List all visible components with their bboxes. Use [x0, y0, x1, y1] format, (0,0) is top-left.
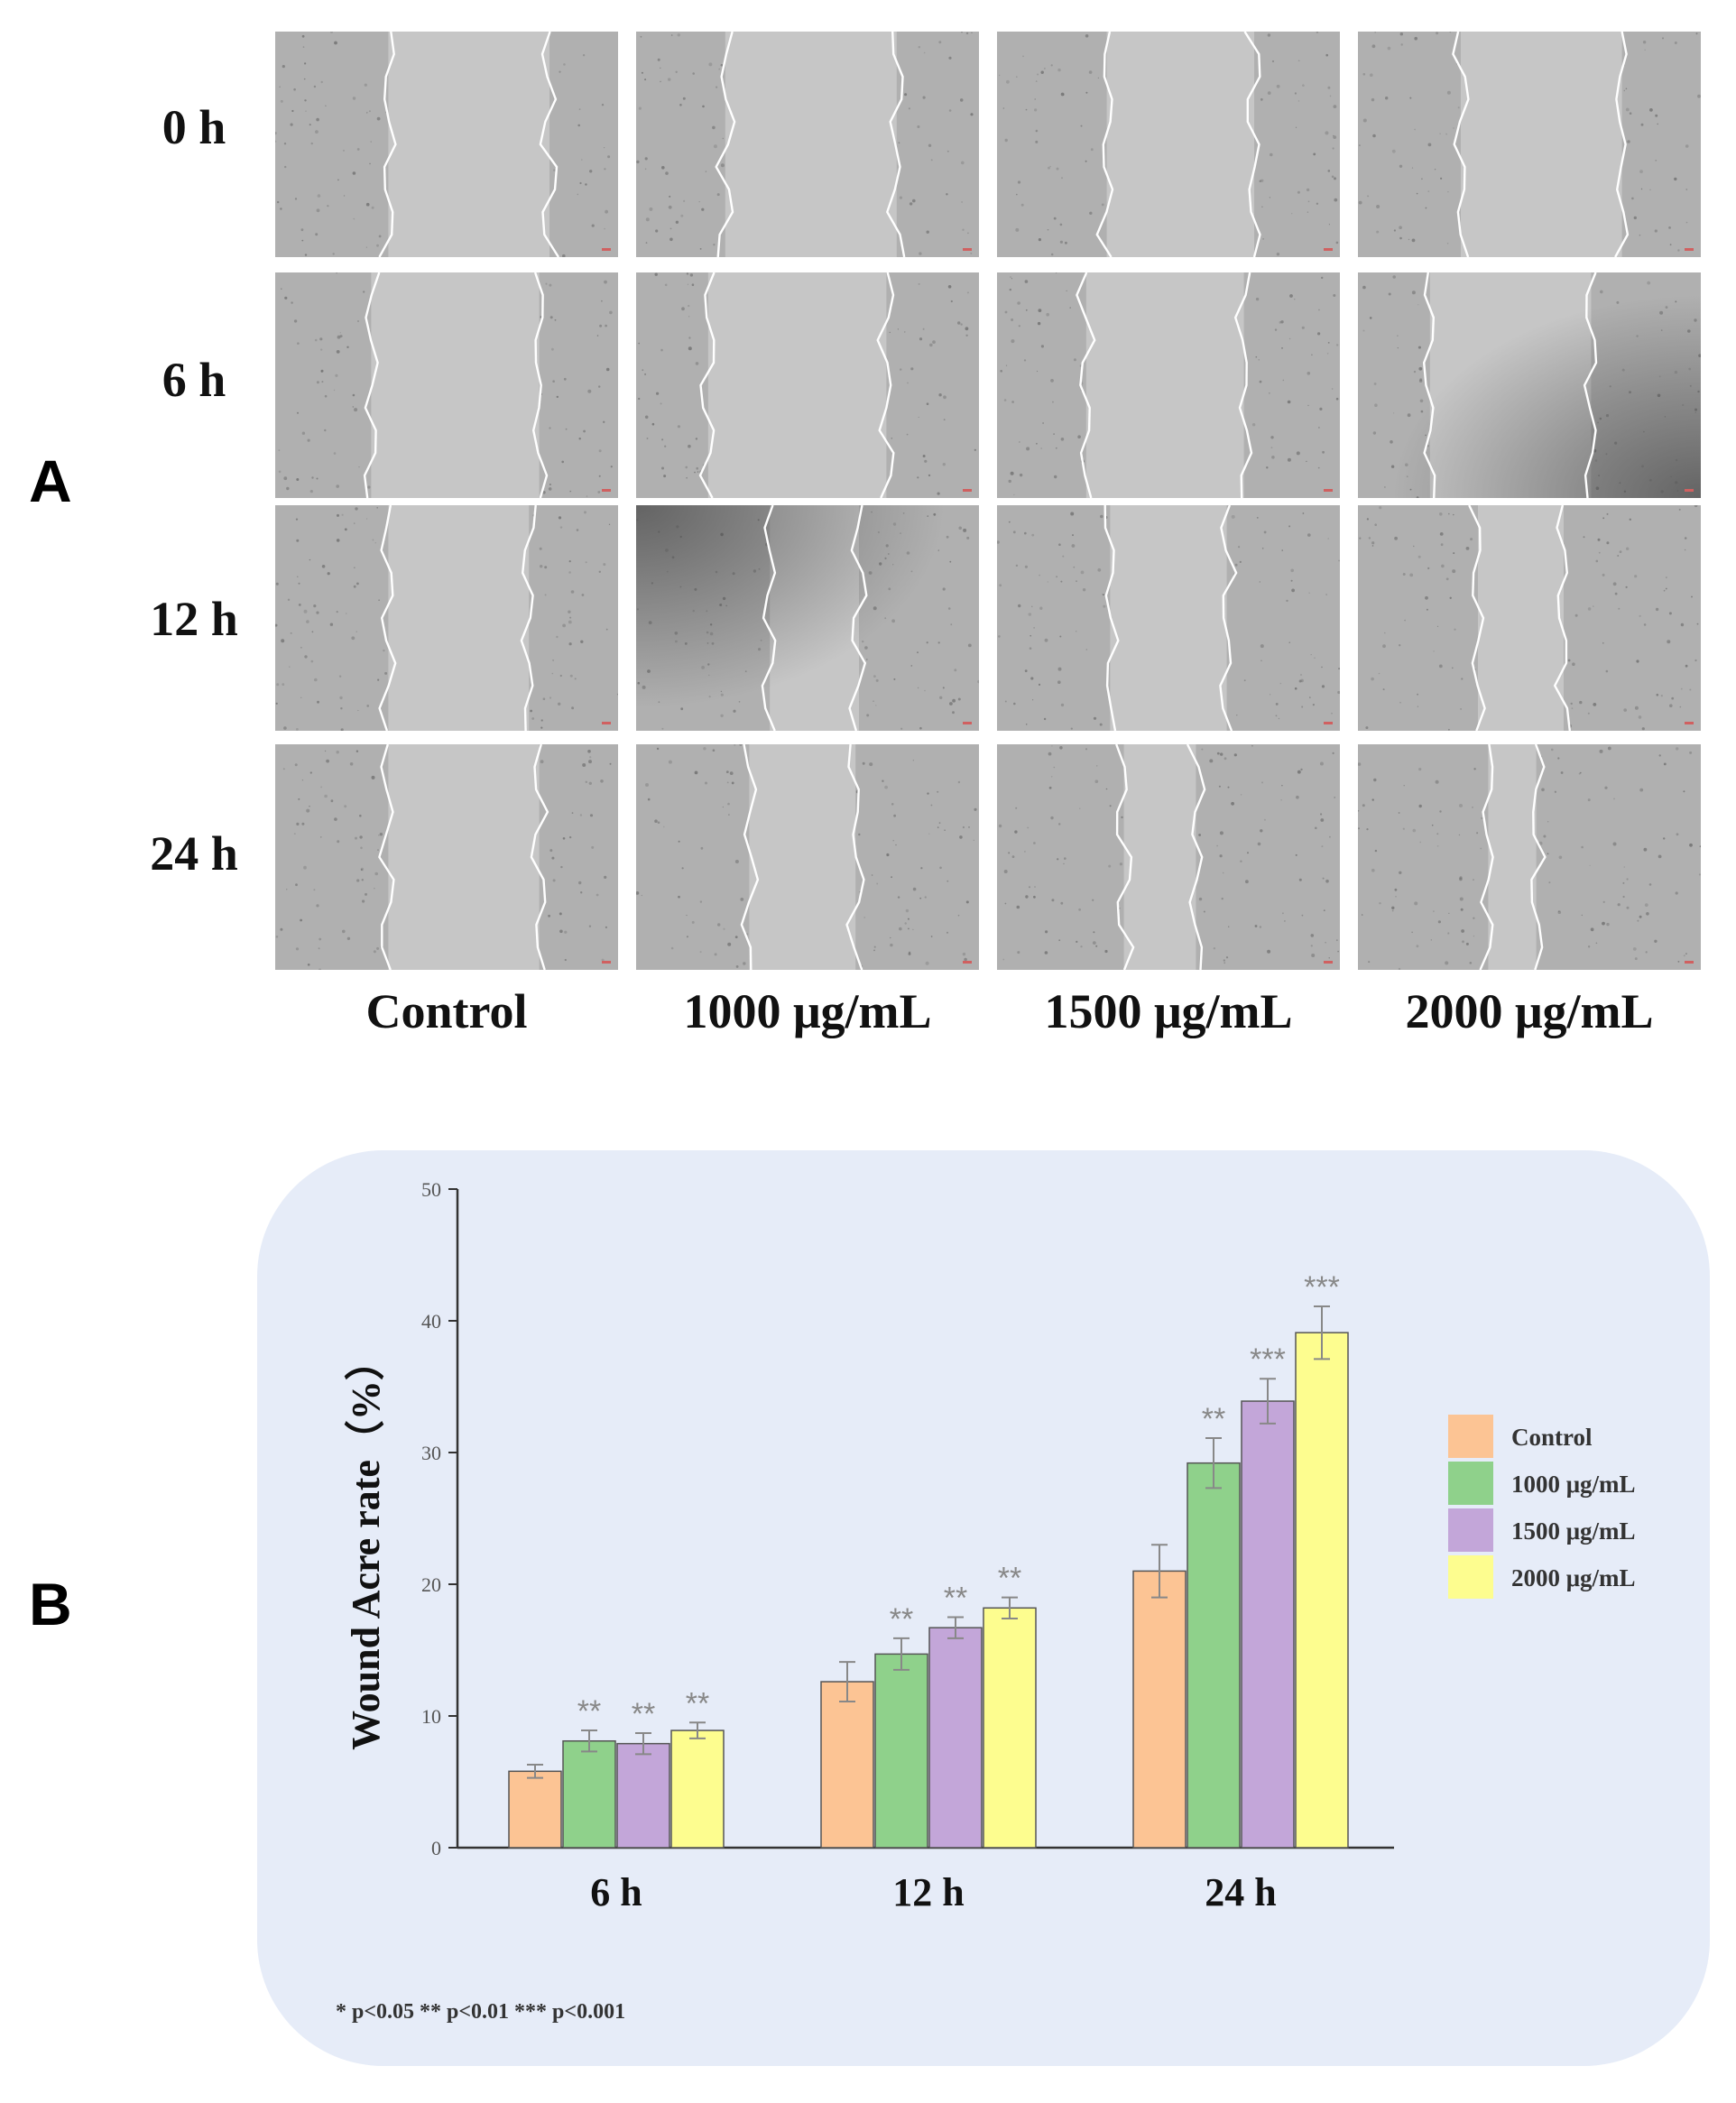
bar: [670, 1729, 725, 1849]
legend-swatch: [1448, 1462, 1493, 1505]
micrograph-tile: [997, 32, 1340, 257]
micrograph-tile: [1358, 505, 1701, 731]
micrograph-tile: [636, 505, 979, 731]
y-tick-label: 10: [421, 1705, 441, 1728]
panel-b-label: B: [29, 1571, 72, 1637]
bar: [983, 1607, 1037, 1849]
significance-mark: **: [890, 1602, 913, 1637]
bar: [1132, 1570, 1187, 1849]
row-label-12h: 12 h: [150, 592, 238, 646]
significance-note: * p<0.05 ** p<0.01 *** p<0.001: [336, 2000, 625, 2024]
bar: [1187, 1462, 1241, 1849]
panel-a-label: A: [29, 447, 72, 514]
x-tick-label: 6 h: [590, 1870, 642, 1914]
col-label-control: Control: [365, 984, 528, 1038]
legend-swatch: [1448, 1415, 1493, 1458]
row-label-24h: 24 h: [150, 826, 238, 881]
significance-mark: **: [944, 1582, 967, 1616]
significance-mark: **: [632, 1697, 655, 1731]
legend-swatch: [1448, 1555, 1493, 1599]
col-label-2000: 2000 μg/mL: [1405, 984, 1654, 1038]
row-label-0h: 0 h: [162, 100, 226, 154]
micrograph-tile: [1358, 272, 1701, 498]
micrograph-tile: [636, 32, 979, 257]
legend-label: 1500 μg/mL: [1511, 1517, 1636, 1545]
x-tick-label: 24 h: [1205, 1870, 1276, 1914]
micrograph-tile: [1358, 32, 1701, 257]
bar: [928, 1627, 983, 1849]
micrograph-tile: [997, 744, 1340, 970]
significance-mark: **: [1202, 1402, 1225, 1436]
legend-label: Control: [1511, 1424, 1593, 1451]
micrograph-tile: [275, 505, 618, 731]
bar: [562, 1739, 616, 1849]
y-tick-label: 30: [421, 1442, 441, 1464]
bar: [616, 1742, 670, 1849]
legend-label: 1000 μg/mL: [1511, 1471, 1636, 1498]
significance-mark: **: [998, 1562, 1021, 1596]
micrograph-tile: [1358, 744, 1701, 970]
bar: [1241, 1400, 1295, 1849]
significance-mark: ***: [1304, 1270, 1340, 1305]
legend-swatch: [1448, 1508, 1493, 1552]
significance-mark: **: [577, 1694, 601, 1729]
y-tick-label: 0: [431, 1837, 441, 1859]
micrograph-tile: [275, 32, 618, 257]
micrograph-tile: [997, 505, 1340, 731]
bar: [508, 1770, 562, 1849]
micrograph-tile: [636, 272, 979, 498]
bar: [820, 1681, 874, 1849]
row-label-6h: 6 h: [162, 353, 226, 407]
legend-label: 2000 μg/mL: [1511, 1564, 1636, 1591]
col-label-1500: 1500 μg/mL: [1044, 984, 1293, 1038]
y-axis-label: Wound Acre rate（%）: [344, 1341, 388, 1750]
significance-mark: ***: [1250, 1342, 1286, 1377]
bar: [874, 1653, 928, 1849]
col-label-1000: 1000 μg/mL: [683, 984, 932, 1038]
y-tick-label: 40: [421, 1310, 441, 1333]
micrograph-tile: [275, 744, 618, 970]
bar: [1295, 1332, 1349, 1849]
micrograph-tile: [997, 272, 1340, 498]
micrograph-tile: [636, 744, 979, 970]
y-tick-label: 20: [421, 1573, 441, 1596]
x-tick-label: 12 h: [892, 1870, 964, 1914]
y-tick-label: 50: [421, 1178, 441, 1201]
significance-mark: **: [686, 1686, 709, 1720]
micrograph-tile: [275, 272, 618, 498]
